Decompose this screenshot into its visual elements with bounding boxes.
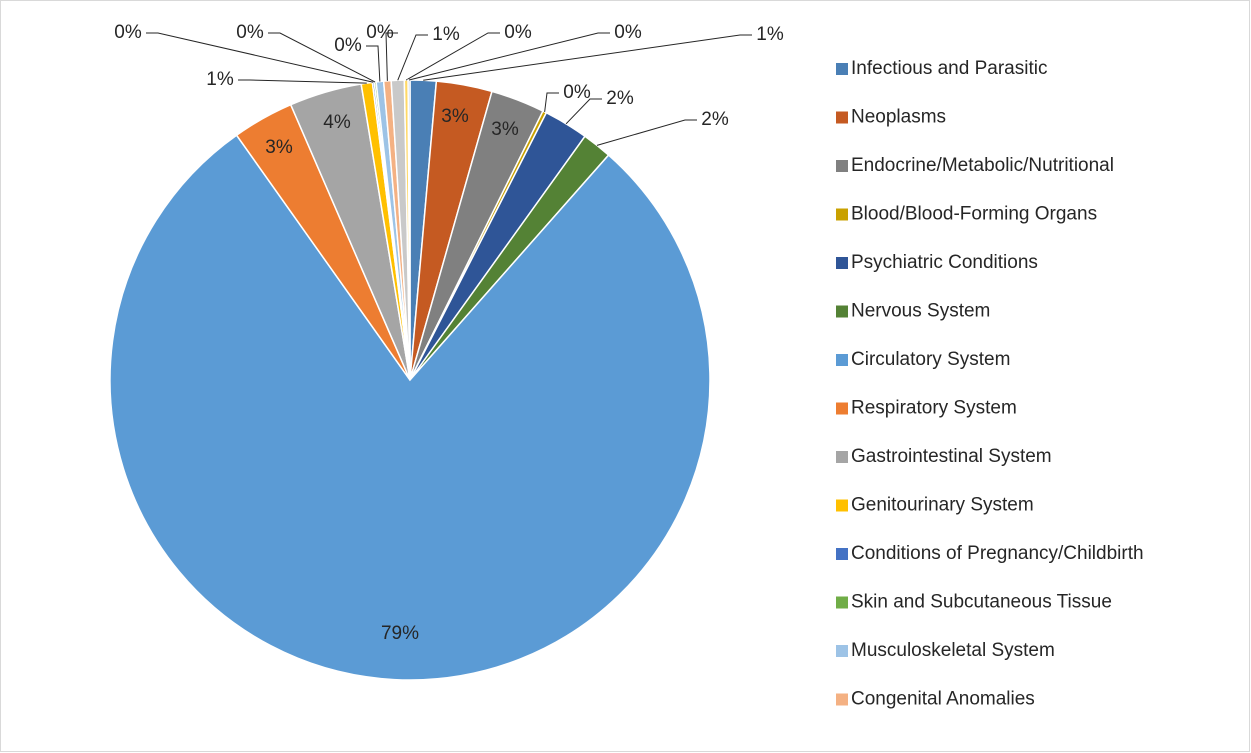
legend-swatch — [836, 63, 848, 75]
legend-label: Blood/Blood-Forming Organs — [851, 204, 1097, 225]
data-label: 1% — [432, 24, 460, 45]
data-label: 4% — [323, 112, 351, 133]
data-label: 2% — [606, 88, 634, 109]
legend-label: Circulatory System — [851, 349, 1010, 370]
legend-label: Infectious and Parasitic — [851, 58, 1047, 79]
data-label: 1% — [206, 69, 234, 90]
legend-label: Congenital Anomalies — [851, 689, 1035, 710]
leader-line — [565, 98, 602, 125]
data-label: 1% — [756, 24, 784, 45]
leader-line — [146, 32, 374, 83]
data-label: 3% — [491, 119, 519, 140]
data-label: 0% — [504, 22, 532, 43]
leader-line — [268, 32, 376, 83]
legend-swatch — [836, 596, 848, 609]
legend-swatch — [836, 451, 848, 463]
legend-swatch — [836, 402, 848, 415]
pie-slice — [109, 134, 711, 681]
data-label: 0% — [334, 35, 362, 56]
data-label: 0% — [114, 22, 142, 43]
data-label: 0% — [614, 22, 642, 43]
legend-swatch — [836, 257, 848, 269]
data-label: 0% — [236, 22, 264, 43]
legend-label: Neoplasms — [851, 107, 946, 128]
leader-line — [397, 34, 428, 81]
legend-label: Genitourinary System — [851, 495, 1034, 516]
legend-label: Gastrointestinal System — [851, 446, 1052, 467]
legend-swatch — [836, 693, 848, 706]
data-label: 3% — [441, 106, 469, 127]
legend-swatch — [836, 208, 848, 221]
leader-line — [238, 79, 367, 84]
legend-swatch — [836, 354, 848, 366]
legend-label: Nervous System — [851, 301, 990, 322]
legend-swatch — [836, 645, 848, 657]
leader-line — [408, 32, 610, 81]
leader-line — [405, 32, 500, 81]
legend-label: Conditions of Pregnancy/Childbirth — [851, 543, 1144, 564]
data-label: 79% — [381, 623, 419, 644]
legend-swatch — [836, 548, 848, 560]
data-label: 0% — [563, 82, 591, 103]
legend-label: Respiratory System — [851, 398, 1017, 419]
data-label: 3% — [265, 137, 293, 158]
legend-label: Psychiatric Conditions — [851, 252, 1038, 273]
legend-label: Skin and Subcutaneous Tissue — [851, 592, 1112, 613]
leader-line — [385, 32, 398, 81]
legend-swatch — [836, 305, 848, 318]
leader-line — [596, 119, 697, 146]
legend-label: Endocrine/Metabolic/Nutritional — [851, 155, 1114, 176]
leader-line — [544, 92, 559, 112]
legend-swatch — [836, 160, 848, 172]
data-label: 2% — [701, 109, 729, 130]
legend-swatch — [836, 111, 848, 124]
legend-label: Musculoskeletal System — [851, 640, 1055, 661]
leader-line — [366, 45, 381, 82]
data-label: 0% — [366, 22, 394, 43]
legend-swatch — [836, 499, 848, 512]
leader-line — [423, 34, 752, 81]
